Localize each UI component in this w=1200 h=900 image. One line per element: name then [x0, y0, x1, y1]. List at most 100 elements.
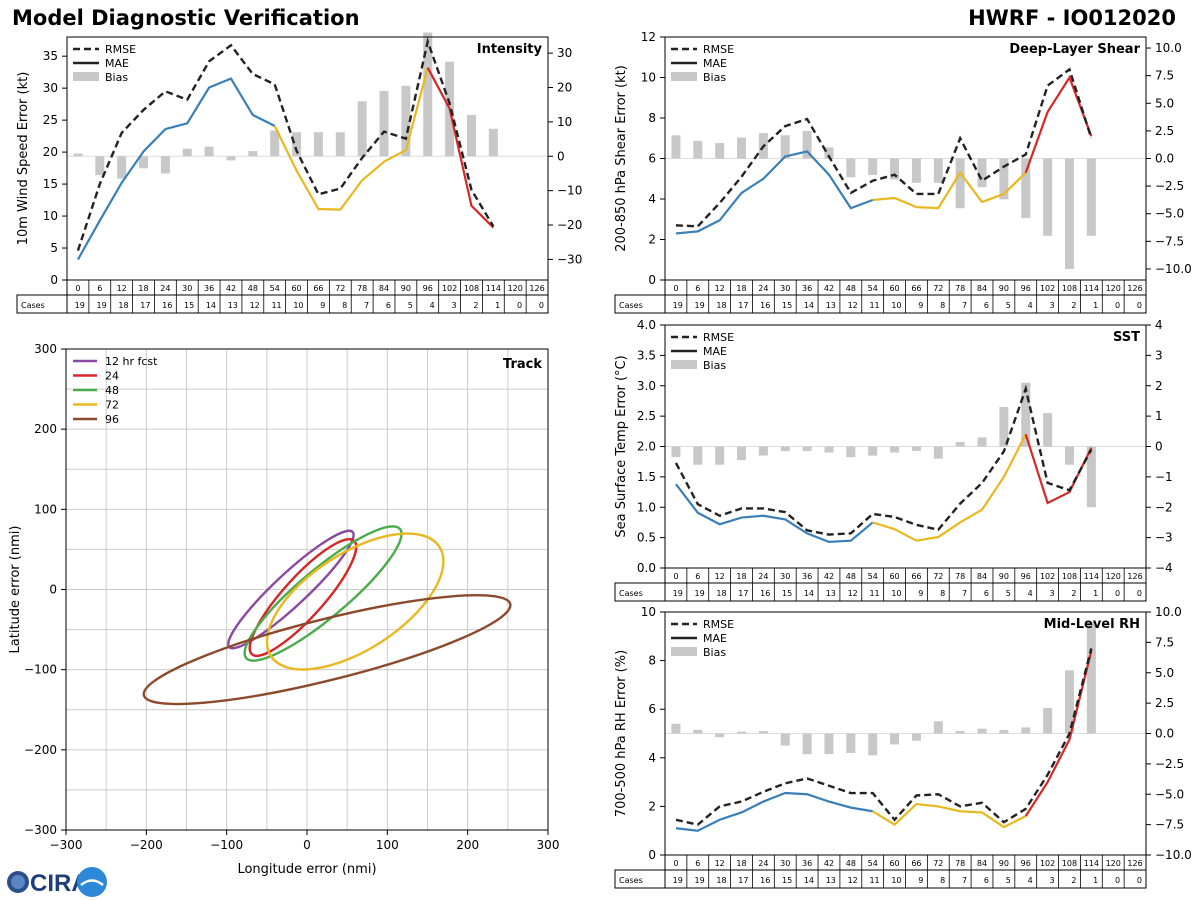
bias-bar [802, 733, 812, 755]
y-tick-label: 2 [648, 233, 656, 247]
page-title: Model Diagnostic Verification [12, 6, 360, 30]
hour-cell: 72 [933, 859, 943, 868]
case-cell: 2 [1071, 301, 1076, 310]
bias-bar [466, 115, 476, 157]
hour-cell: 90 [401, 284, 411, 293]
hour-cell: 120 [1106, 284, 1121, 293]
hour-cell: 96 [1021, 284, 1031, 293]
x-tick-label: −200 [130, 838, 163, 852]
bias-bar [401, 85, 411, 157]
bias-bar [715, 446, 725, 465]
bias-bar [802, 446, 812, 452]
bias-bar [292, 132, 302, 157]
y-tick-label: 30 [43, 81, 58, 95]
bias-bar [1064, 670, 1074, 734]
x-axis-label: Longitude error (nmi) [237, 862, 376, 877]
bias-bar [737, 446, 747, 461]
y2-tick-label: −5.0 [1155, 787, 1184, 801]
chart-title: Mid-Level RH [1044, 617, 1140, 632]
legend-bias-label: Bias [703, 71, 726, 84]
bias-bar [999, 158, 1009, 200]
bias-bar [955, 731, 965, 734]
chart-title: SST [1113, 330, 1140, 345]
mae-line-mid [872, 170, 1027, 210]
cira-logo: CIRA [7, 867, 107, 897]
rmse-line [76, 37, 495, 251]
hour-cell: 96 [423, 284, 433, 293]
legend-label: 96 [105, 413, 119, 426]
bias-bar [488, 128, 498, 157]
legend-label: 24 [105, 370, 119, 383]
case-cell: 11 [869, 301, 879, 310]
y-tick-label: 20 [43, 145, 58, 159]
case-cell: 11 [869, 876, 879, 885]
y-tick-label: 25 [43, 113, 58, 127]
rmse-line [675, 67, 1093, 228]
case-cell: 16 [760, 301, 770, 310]
hour-cell: 6 [695, 284, 700, 293]
hour-cell: 126 [1127, 859, 1142, 868]
bias-bar [955, 158, 965, 209]
hour-cell: 36 [802, 284, 812, 293]
y2-tick-label: −20 [557, 218, 582, 232]
y2-tick-label: 2.5 [1155, 696, 1174, 710]
mae-line-early [76, 77, 276, 261]
hour-cell: 0 [673, 572, 678, 581]
legend-mae-label: MAE [703, 632, 727, 645]
y-tick-label: 100 [34, 502, 57, 516]
hour-cell: 60 [291, 284, 301, 293]
case-cell: 0 [1115, 589, 1120, 598]
hour-cell: 36 [204, 284, 214, 293]
case-cell: 6 [386, 301, 391, 310]
hour-cell: 6 [695, 572, 700, 581]
case-cell: 19 [97, 301, 107, 310]
hour-cell: 18 [736, 284, 746, 293]
y-tick-label: 300 [34, 342, 57, 356]
legend-mae-label: MAE [105, 57, 129, 70]
hour-cell: 6 [97, 284, 102, 293]
bias-bar [933, 721, 943, 734]
case-cell: 19 [75, 301, 85, 310]
y2-tick-label: −10.0 [1155, 262, 1192, 276]
hour-cell: 48 [846, 572, 856, 581]
case-cell: 18 [716, 589, 726, 598]
x-tick-label: 300 [537, 838, 560, 852]
cases-label: Cases [21, 301, 45, 310]
bias-bar [890, 733, 900, 745]
case-cell: 2 [1071, 589, 1076, 598]
y2-tick-label: 2 [1155, 379, 1163, 393]
cases-label: Cases [619, 301, 643, 310]
hour-cell: 78 [955, 572, 965, 581]
bias-bar [802, 130, 812, 159]
cases-label-cell [614, 294, 666, 314]
y2-tick-label: 3 [1155, 348, 1163, 362]
hour-cell: 30 [182, 284, 192, 293]
partner-logo-icon [77, 867, 107, 897]
case-cell: 7 [962, 589, 967, 598]
y-tick-label: 0 [648, 848, 656, 862]
bias-bar [911, 446, 921, 452]
bias-bar [824, 446, 834, 453]
bias-bar [715, 733, 725, 738]
y-axis-label: 700-500 hPa RH Error (%) [614, 650, 629, 817]
case-cell: 13 [826, 301, 836, 310]
hour-cell: 42 [226, 284, 236, 293]
y2-tick-label: −7.5 [1155, 818, 1184, 832]
y2-tick-label: −4 [1155, 561, 1173, 575]
bias-bar [715, 143, 725, 159]
case-cell: 14 [804, 301, 814, 310]
hour-cell: 60 [889, 859, 899, 868]
y-tick-label: 3.0 [637, 379, 656, 393]
hour-cell: 120 [1106, 859, 1121, 868]
mae-line-mid [273, 67, 429, 211]
mae-line-early [675, 150, 874, 235]
case-cell: 10 [891, 876, 901, 885]
case-cell: 3 [451, 301, 456, 310]
case-cell: 6 [984, 876, 989, 885]
y2-tick-label: 5.0 [1155, 96, 1174, 110]
case-cell: 17 [140, 301, 150, 310]
case-cell: 18 [716, 301, 726, 310]
y2-tick-label: −5.0 [1155, 207, 1184, 221]
y-tick-label: 3.5 [637, 348, 656, 362]
